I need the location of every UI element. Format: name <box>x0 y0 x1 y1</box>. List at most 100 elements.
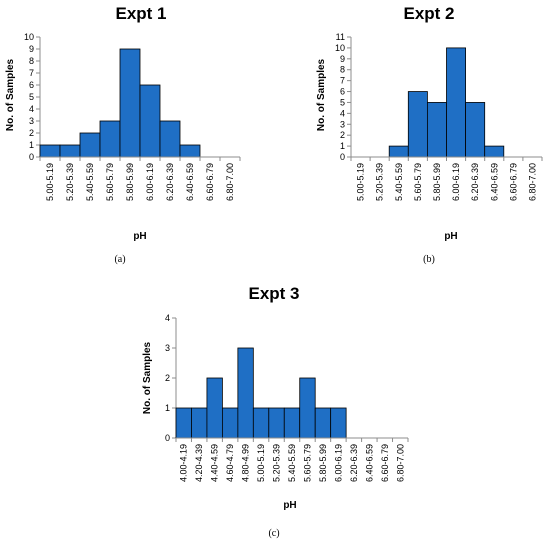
x-tick-label: 4.80-4.99 <box>241 444 251 482</box>
y-tick-label: 6 <box>29 80 34 90</box>
chart-title: Expt 3 <box>248 284 299 303</box>
histogram-bar <box>119 48 141 158</box>
x-tick-label: 4.20-4.39 <box>194 444 204 482</box>
histogram-bar <box>484 145 505 158</box>
x-tick-label: 5.60-5.79 <box>105 163 115 201</box>
histogram-bar <box>388 145 409 158</box>
y-axis-label: No. of Samples <box>316 58 327 131</box>
x-axis-label: pH <box>133 231 146 242</box>
x-tick-label: 6.40-6.59 <box>185 163 195 201</box>
y-tick-label: 0 <box>340 152 345 162</box>
y-tick-label: 3 <box>29 116 34 126</box>
y-axis-label: No. of Samples <box>142 341 153 414</box>
histogram-bar <box>206 377 223 439</box>
y-tick-label: 4 <box>165 313 170 323</box>
histogram-bar <box>179 144 201 158</box>
y-tick-label: 2 <box>29 128 34 138</box>
x-axis-label: pH <box>283 500 296 511</box>
histogram-bar <box>159 120 181 158</box>
histogram-bar <box>407 91 428 158</box>
histogram-bar <box>139 84 161 158</box>
chart-title: Expt 2 <box>403 4 454 23</box>
histogram-bar <box>191 407 208 439</box>
x-tick-label: 5.40-5.59 <box>85 163 95 201</box>
y-tick-label: 1 <box>340 141 345 151</box>
histogram-bar <box>465 102 486 158</box>
y-tick-label: 5 <box>29 92 34 102</box>
x-tick-label: 5.00-5.19 <box>256 444 266 482</box>
y-tick-label: 4 <box>340 108 345 118</box>
x-tick-label: 6.80-7.00 <box>225 163 235 201</box>
x-tick-label: 5.00-5.19 <box>356 163 366 201</box>
histogram-bar <box>446 47 467 158</box>
x-tick-label: 5.40-5.59 <box>394 163 404 201</box>
x-tick-label: 6.20-6.39 <box>349 444 359 482</box>
y-tick-label: 9 <box>29 44 34 54</box>
plot-area: 0 1 2 3 4 4.00-4.19 4.20-4.39 4.40-4.59 4.60-4.7… <box>165 313 409 482</box>
y-tick-label: 8 <box>29 56 34 66</box>
panel-caption: (b) <box>423 254 435 265</box>
y-tick-label: 10 <box>24 32 34 42</box>
y-tick-label: 11 <box>336 32 345 42</box>
x-tick-label: 5.60-5.79 <box>413 163 423 201</box>
x-tick-label: 5.80-5.99 <box>432 163 442 201</box>
histogram-bar <box>39 144 61 158</box>
x-tick-label: 5.20-5.39 <box>65 163 75 201</box>
y-tick-label: 7 <box>340 76 345 86</box>
x-tick-label: 4.40-4.59 <box>210 444 220 482</box>
histogram-bar <box>252 407 270 439</box>
histogram-bar <box>268 407 285 439</box>
panel-expt-1: Expt 1 No. of Samples pH 0 1 2 3 4 5 6 7 8 9 10 5.0… <box>5 4 241 265</box>
y-tick-label: 1 <box>165 403 170 413</box>
x-tick-label: 5.60-5.79 <box>302 444 312 482</box>
x-tick-label: 5.00-5.19 <box>45 163 55 201</box>
histogram-bar <box>330 407 347 439</box>
y-tick-label: 7 <box>29 68 34 78</box>
x-tick-label: 6.00-6.19 <box>451 163 461 201</box>
x-tick-label: 6.20-6.39 <box>470 163 480 201</box>
x-tick-label: 6.60-6.79 <box>508 163 518 201</box>
y-tick-label: 4 <box>29 104 34 114</box>
y-tick-label: 3 <box>340 119 345 129</box>
histogram-bar <box>59 144 81 158</box>
histogram-bar <box>426 102 447 158</box>
x-tick-label: 5.20-5.39 <box>272 444 282 482</box>
x-tick-label: 6.00-6.19 <box>145 163 155 201</box>
x-tick-label: 5.80-5.99 <box>318 444 328 482</box>
y-tick-label: 1 <box>29 140 34 150</box>
histogram-bar <box>99 120 121 158</box>
histogram-bar <box>221 407 239 439</box>
x-tick-label: 5.20-5.39 <box>375 163 385 201</box>
y-tick-label: 10 <box>335 43 345 53</box>
x-tick-label: 6.60-6.79 <box>380 444 390 482</box>
y-tick-label: 8 <box>340 65 345 75</box>
y-tick-label: 9 <box>340 54 345 64</box>
histogram-bar <box>283 407 301 439</box>
histogram-bar <box>175 407 192 439</box>
histogram-bar <box>299 377 316 439</box>
plot-area: 0 1 2 3 4 5 6 7 8 9 10 5.00-5.19 5.20-5.39 5.40-5.59 5… <box>24 32 241 201</box>
chart-title: Expt 1 <box>115 4 166 23</box>
histogram-bar <box>237 347 254 439</box>
x-tick-label: 6.40-6.59 <box>489 163 499 201</box>
x-tick-label: 5.40-5.59 <box>287 444 297 482</box>
panel-caption: (c) <box>268 528 279 539</box>
y-tick-label: 5 <box>340 97 345 107</box>
x-tick-label: 6.00-6.19 <box>333 444 343 482</box>
x-tick-label: 6.40-6.59 <box>364 444 374 482</box>
x-tick-label: 6.60-6.79 <box>205 163 215 201</box>
y-tick-label: 2 <box>165 373 170 383</box>
histogram-bar <box>79 132 101 158</box>
x-tick-label: 6.20-6.39 <box>165 163 175 201</box>
panel-caption: (a) <box>114 254 125 265</box>
y-tick-label: 2 <box>340 130 345 140</box>
x-tick-label: 5.80-5.99 <box>125 163 135 201</box>
y-tick-label: 6 <box>340 87 345 97</box>
y-axis-label: No. of Samples <box>5 58 16 131</box>
x-tick-label: 4.00-4.19 <box>179 444 189 482</box>
y-tick-label: 0 <box>165 433 170 443</box>
y-tick-label: 3 <box>165 343 170 353</box>
